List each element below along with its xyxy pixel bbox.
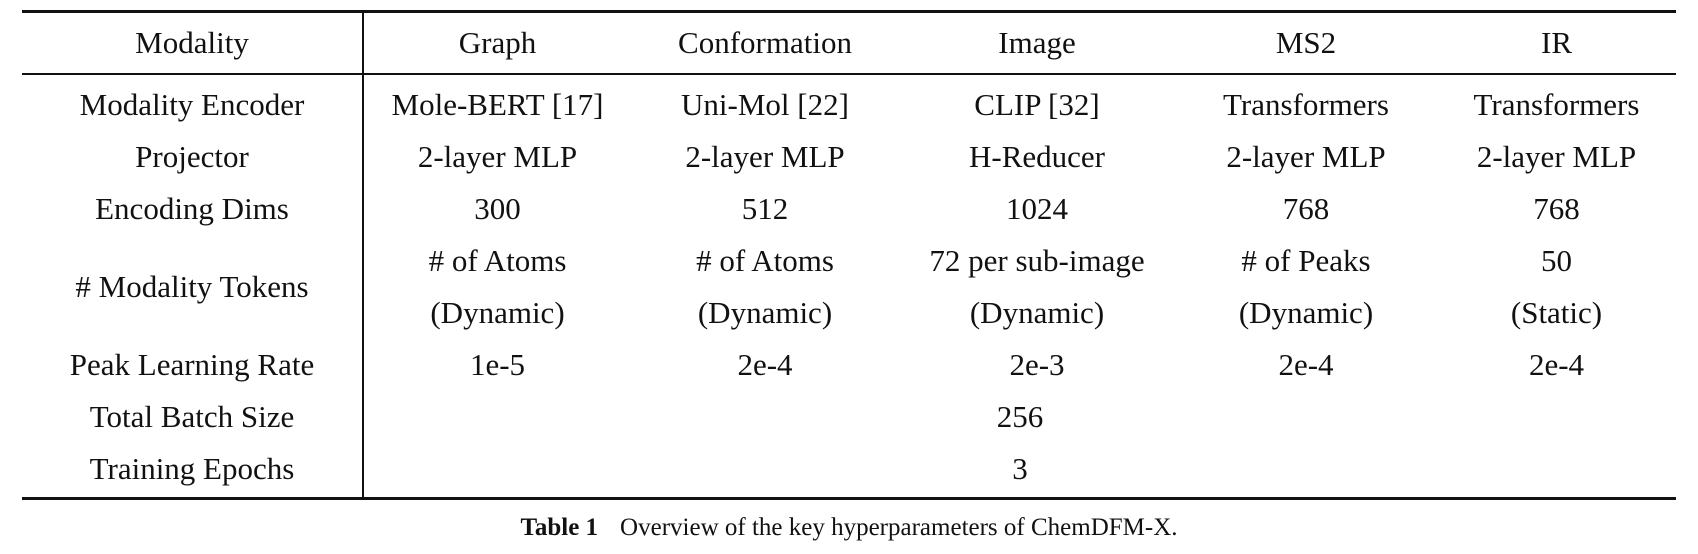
cell-line: (Static): [1510, 294, 1603, 330]
cell-shared: 3: [363, 442, 1676, 500]
cell-line: # of Peaks: [1241, 242, 1371, 278]
cell-line: # of Atoms: [696, 242, 834, 278]
cell-ir: 2e-4: [1528, 346, 1585, 382]
cell-line: (Dynamic): [1238, 294, 1374, 330]
header-modality: Modality: [22, 10, 364, 75]
cell-conformation: 512: [741, 190, 789, 226]
cell-conformation: # of Atoms (Dynamic): [631, 235, 899, 339]
cell-image: 72 per sub-image (Dynamic): [899, 235, 1175, 339]
cell-graph: 1e-5: [469, 346, 526, 382]
cell-graph: # of Atoms (Dynamic): [363, 235, 631, 339]
cell-ir: Transformers: [1473, 86, 1640, 122]
cell-line: (Dynamic): [969, 294, 1105, 330]
header-image: Image: [899, 10, 1175, 75]
cell-line: (Dynamic): [430, 294, 565, 330]
caption-label: Table 1: [520, 514, 599, 541]
cell-conformation: Uni-Mol [22]: [681, 86, 849, 122]
cell-ms2: 2e-4: [1278, 346, 1334, 382]
cell-ms2: Transformers: [1223, 86, 1389, 122]
header-conformation: Conformation: [631, 10, 899, 75]
cell-ir: 768: [1533, 190, 1580, 226]
cell-ir: 50 (Static): [1437, 235, 1676, 339]
row-label: Training Epochs: [22, 442, 364, 500]
cell-conformation: 2-layer MLP: [685, 138, 845, 174]
cell-image: CLIP [32]: [974, 86, 1100, 122]
table-row-tokens: # Modality Tokens # of Atoms (Dynamic) #…: [22, 234, 1676, 339]
table-row-lr: Peak Learning Rate 1e-5 2e-4 2e-3 2e-4 2…: [22, 338, 1676, 391]
hyperparameter-table: Modality Graph Conformation Image MS2 IR…: [22, 10, 1676, 500]
cell-ir: 2-layer MLP: [1476, 138, 1637, 174]
table-row-batch: Total Batch Size 256: [22, 390, 1676, 443]
cell-line: # of Atoms: [428, 242, 567, 278]
cell-line: (Dynamic): [697, 294, 833, 330]
cell-ms2: 768: [1282, 190, 1330, 226]
cell-image: H-Reducer: [969, 138, 1105, 174]
cell-ms2: # of Peaks (Dynamic): [1175, 235, 1437, 339]
cell-graph: 300: [474, 190, 521, 226]
row-label: Total Batch Size: [22, 390, 364, 443]
row-label: Modality Encoder: [22, 73, 364, 131]
table-caption: Table 1 Overview of the key hyperparamete…: [0, 514, 1698, 542]
cell-graph: 2-layer MLP: [417, 138, 578, 174]
cell-line: 72 per sub-image: [929, 242, 1145, 278]
cell-ms2: 2-layer MLP: [1226, 138, 1386, 174]
row-label: Peak Learning Rate: [22, 338, 364, 391]
cell-image: 2e-3: [1009, 346, 1065, 382]
row-label: # Modality Tokens: [22, 234, 364, 339]
cell-conformation: 2e-4: [737, 346, 793, 382]
caption-text: Overview of the key hyperparameters of C…: [620, 514, 1178, 541]
header-graph: Graph: [363, 10, 631, 75]
cell-graph: Mole-BERT [17]: [391, 86, 604, 122]
table-row-dims: Encoding Dims 300 512 1024 768 768: [22, 182, 1676, 235]
cell-shared: 256: [996, 398, 1044, 434]
header-row: Modality Graph Conformation Image MS2 IR: [22, 10, 1676, 75]
table-row-projector: Projector 2-layer MLP 2-layer MLP H-Redu…: [22, 130, 1676, 183]
header-ir: IR: [1437, 10, 1676, 75]
row-label: Encoding Dims: [22, 182, 364, 235]
hyperparameter-table-container: Modality Graph Conformation Image MS2 IR…: [22, 10, 1676, 500]
cell-image: 1024: [1006, 190, 1068, 226]
header-ms2: MS2: [1175, 10, 1437, 75]
cell-line: 50: [1541, 242, 1572, 278]
table-row-epochs: Training Epochs 3: [22, 442, 1676, 500]
table-row-encoder: Modality Encoder Mole-BERT [17] Uni-Mol …: [22, 73, 1676, 131]
row-label: Projector: [22, 130, 364, 183]
